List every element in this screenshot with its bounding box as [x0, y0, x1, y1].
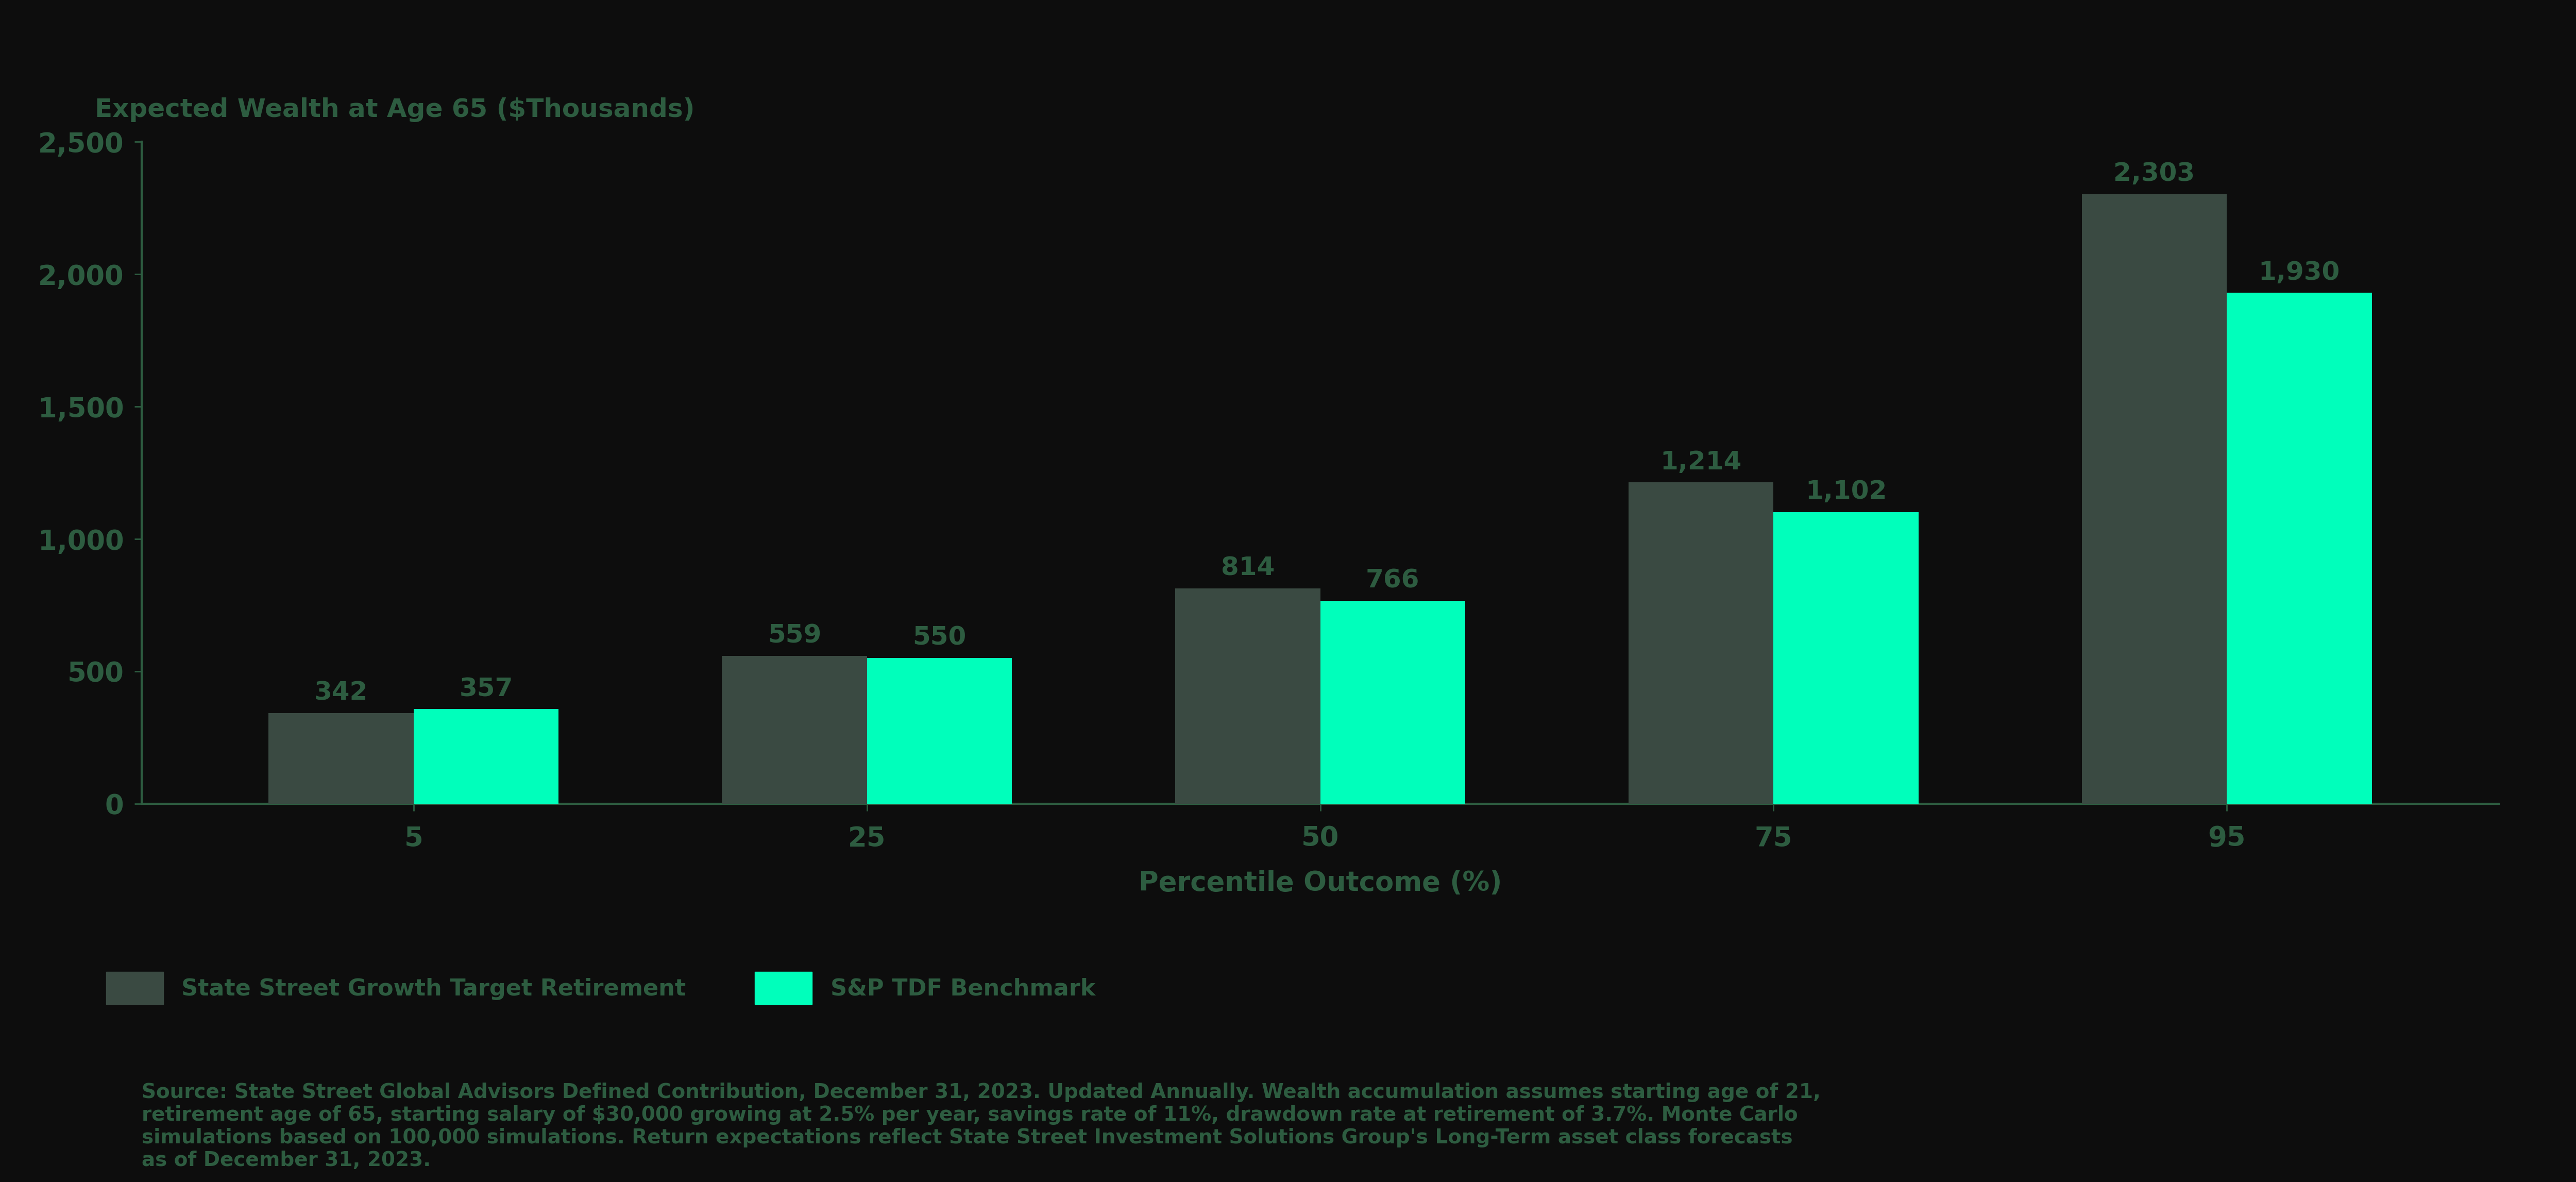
Text: 766: 766: [1365, 569, 1419, 593]
Text: 357: 357: [459, 676, 513, 701]
Bar: [268, 713, 415, 804]
Bar: [1175, 589, 1321, 804]
Bar: [1628, 482, 1772, 804]
Bar: [1321, 600, 1466, 804]
Text: 342: 342: [314, 681, 368, 706]
Text: 1,214: 1,214: [1659, 449, 1741, 474]
Bar: [1772, 512, 1919, 804]
Bar: [2226, 293, 2372, 804]
Text: 2,303: 2,303: [2112, 161, 2195, 186]
Text: 814: 814: [1221, 556, 1275, 580]
Text: 1,930: 1,930: [2259, 260, 2339, 285]
Bar: [415, 709, 559, 804]
Legend: State Street Growth Target Retirement, S&P TDF Benchmark: State Street Growth Target Retirement, S…: [106, 972, 1095, 1005]
Bar: [721, 656, 868, 804]
Text: Source: State Street Global Advisors Defined Contribution, December 31, 2023. Up: Source: State Street Global Advisors Def…: [142, 1083, 1821, 1170]
Text: 559: 559: [768, 623, 822, 648]
Text: Expected Wealth at Age 65 ($Thousands): Expected Wealth at Age 65 ($Thousands): [95, 97, 696, 122]
Text: 1,102: 1,102: [1806, 480, 1886, 504]
Bar: [2081, 194, 2226, 804]
Text: 550: 550: [912, 625, 966, 650]
Bar: [868, 658, 1012, 804]
X-axis label: Percentile Outcome (%): Percentile Outcome (%): [1139, 870, 1502, 897]
